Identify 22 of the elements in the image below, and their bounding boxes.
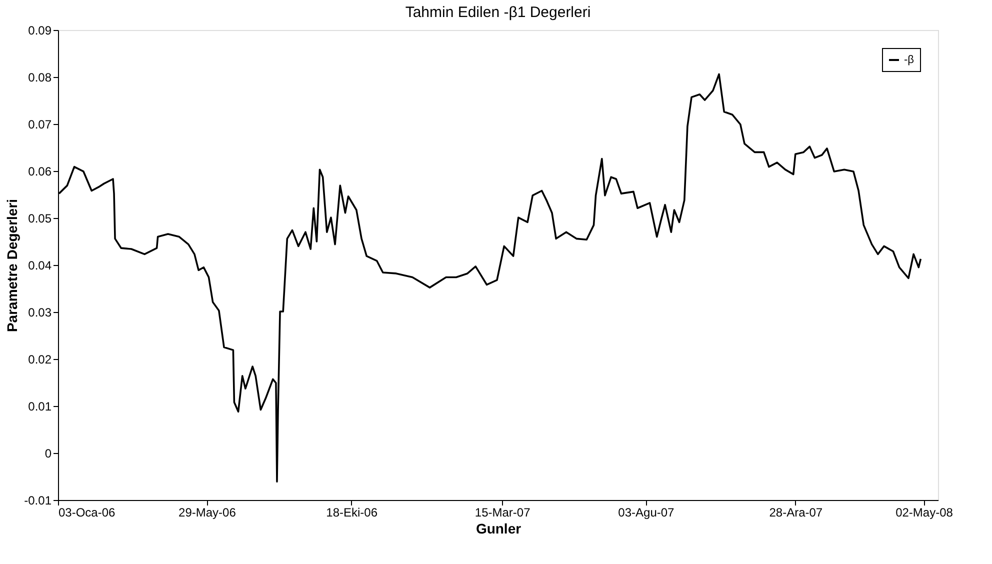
y-tick-label: 0.04 <box>28 258 52 272</box>
y-tick-label: 0.03 <box>28 306 52 320</box>
x-tick-label: 28-Ara-07 <box>769 506 823 520</box>
y-tick-label: 0.05 <box>28 212 52 226</box>
y-tick-label: 0.01 <box>28 400 52 414</box>
x-tick-label: 03-Oca-06 <box>58 506 116 520</box>
y-tick-label: -0.01 <box>24 494 52 508</box>
chart-title: Tahmin Edilen -β1 Degerleri <box>405 4 591 21</box>
y-tick-label: 0.02 <box>28 352 52 366</box>
y-tick-label: 0.06 <box>28 164 52 178</box>
legend-label: -β <box>904 54 914 66</box>
x-tick-label: 18-Eki-06 <box>326 506 378 520</box>
y-tick-label: 0.08 <box>28 70 52 84</box>
x-tick-label: 03-Agu-07 <box>618 506 675 520</box>
x-tick-label: 29-May-06 <box>178 506 236 520</box>
y-axis-title: Parametre Degerleri <box>4 198 20 332</box>
x-axis-title: Gunler <box>476 520 522 536</box>
x-tick-label: 02-May-08 <box>896 506 954 520</box>
y-tick-label: 0.09 <box>28 24 52 38</box>
x-tick-label: 15-Mar-07 <box>474 506 531 520</box>
y-tick-label: 0 <box>44 446 52 460</box>
y-tick-label: 0.07 <box>28 118 52 132</box>
